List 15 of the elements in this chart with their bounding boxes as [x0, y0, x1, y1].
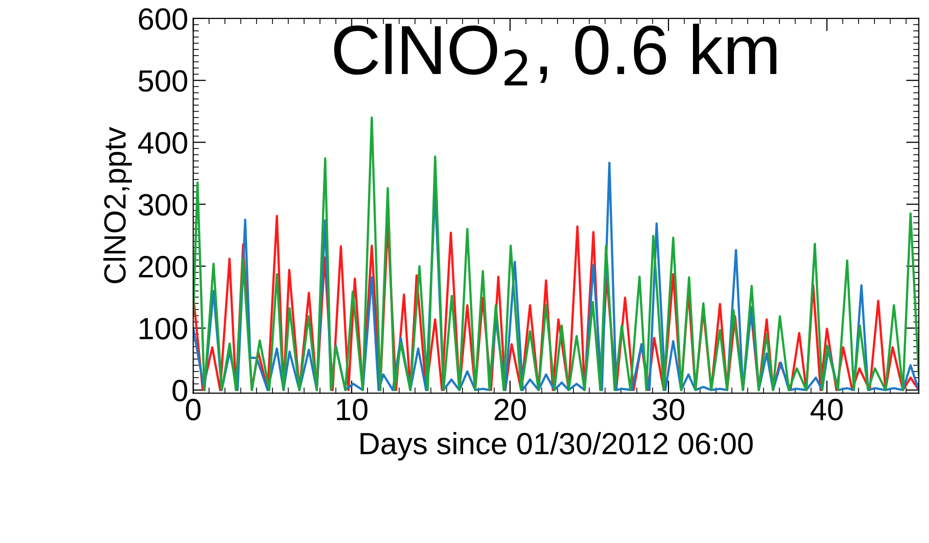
x-tick-label: 20 [494, 398, 526, 420]
chart-title: ClNO$_{2}$, 0.6 km [334, 24, 776, 86]
x-tick-label: 10 [336, 398, 368, 420]
y-tick-label: 400 [138, 132, 188, 154]
y-tick-label: 600 [138, 8, 188, 30]
y-tick-label: 100 [140, 318, 188, 340]
y-tick-label: 0 [172, 380, 188, 402]
x-tick-label: 40 [810, 398, 843, 420]
y-tick-label: 200 [138, 256, 188, 278]
x-tick-label: 30 [652, 398, 684, 420]
y-tick-label: 300 [138, 194, 188, 216]
y-axis-title: ClNO2,pptv [103, 126, 132, 284]
y-tick-label: 500 [138, 70, 188, 92]
x-axis-title: Days since 01/30/2012 06:00 [360, 432, 753, 461]
x-tick-label: 0 [186, 398, 201, 420]
